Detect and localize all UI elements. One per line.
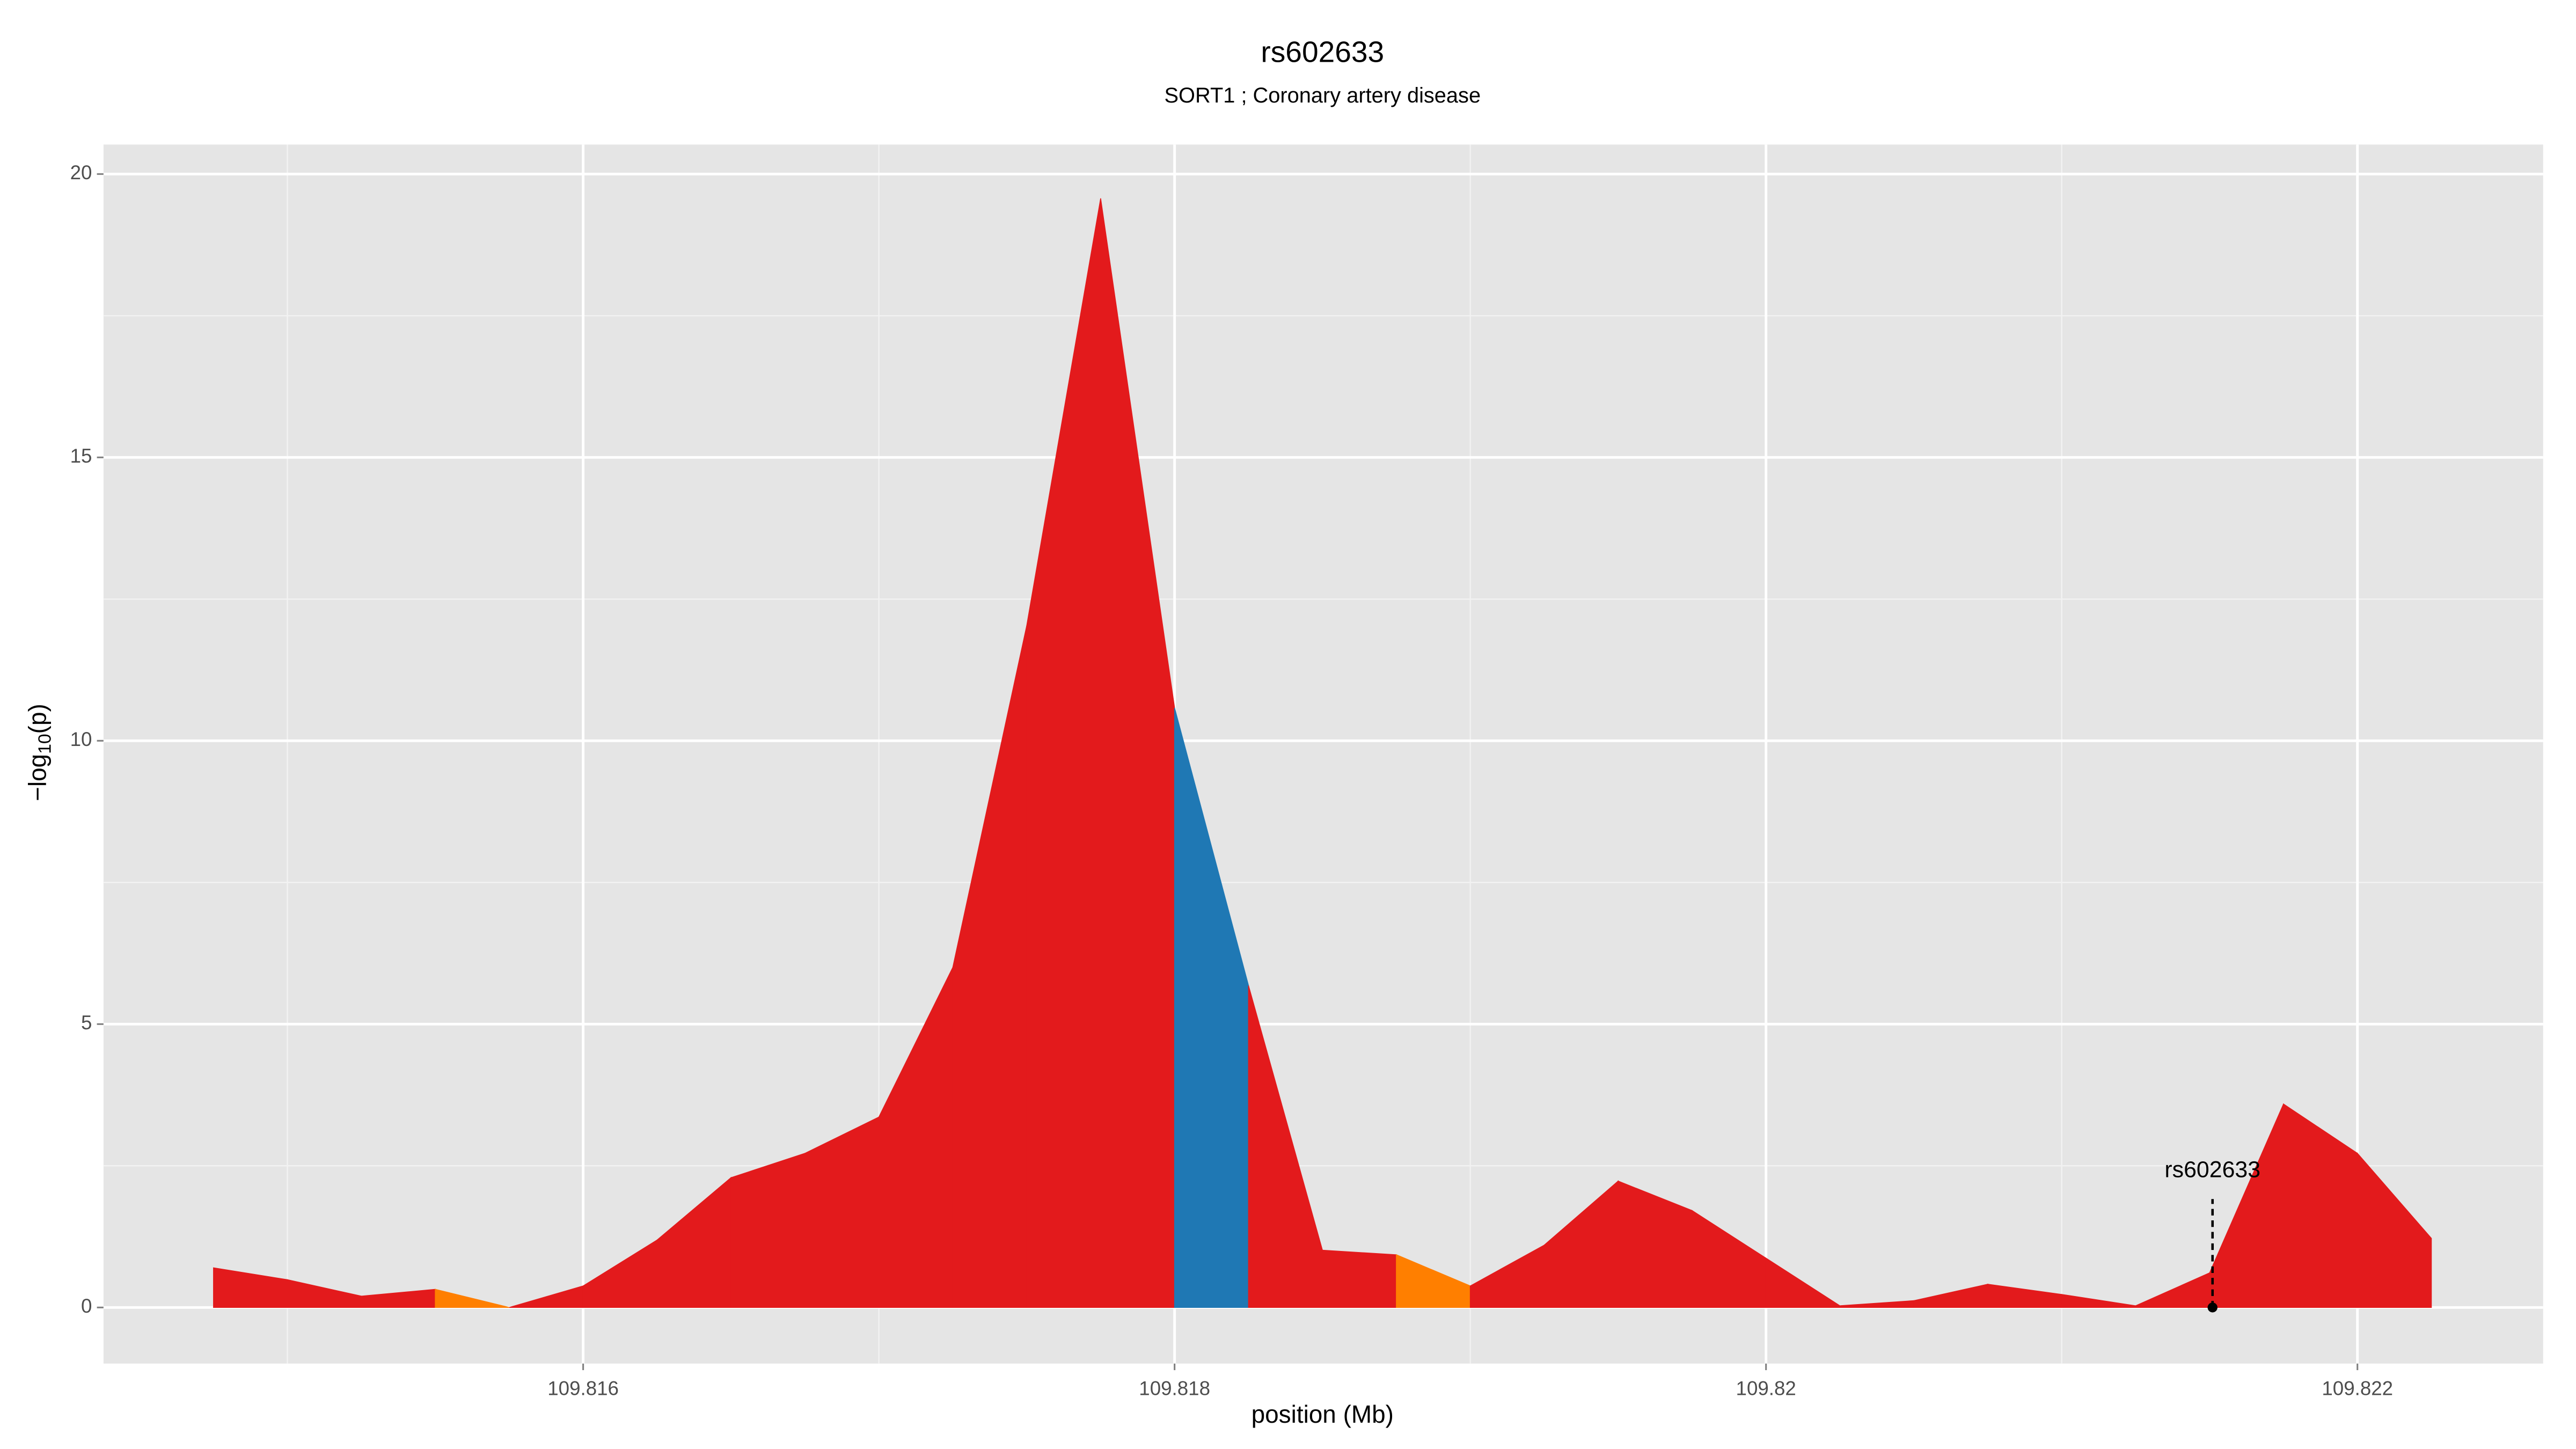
y-tick-label: 0: [81, 1295, 92, 1317]
x-tick-label: 109.818: [1139, 1377, 1210, 1399]
area-segment: [730, 1152, 806, 1308]
marks: rs602633: [213, 198, 2432, 1313]
plot-panel: [103, 144, 2543, 1364]
y-tick-label: 10: [70, 728, 92, 750]
y-tick-label: 15: [70, 445, 92, 467]
area-segment: [1322, 1249, 1397, 1308]
chart-subtitle: SORT1 ; Coronary artery disease: [1164, 84, 1481, 107]
labels: 109.816 109.818 109.82 109.822 0 5 10 15 20: [70, 162, 2394, 1399]
annotation-point: [2207, 1302, 2218, 1313]
y-axis-title-part: −log: [24, 754, 52, 801]
x-tick-label: 109.822: [2322, 1377, 2393, 1399]
y-tick-label: 20: [70, 162, 92, 184]
chart-title: rs602633: [1261, 35, 1384, 69]
x-tick-label: 109.816: [547, 1377, 619, 1399]
y-axis-title: −log10(p): [24, 704, 55, 801]
y-tick-label: 5: [81, 1012, 92, 1034]
annotation-label: rs602633: [2164, 1157, 2260, 1183]
x-axis-title: position (Mb): [1252, 1400, 1394, 1428]
area-segment: [435, 1289, 510, 1308]
y-axis-title-subscript: 10: [35, 734, 55, 753]
area-segment: [2357, 1152, 2432, 1308]
y-axis-title-part: (p): [24, 704, 52, 734]
x-tick-label: 109.82: [1736, 1377, 1796, 1399]
